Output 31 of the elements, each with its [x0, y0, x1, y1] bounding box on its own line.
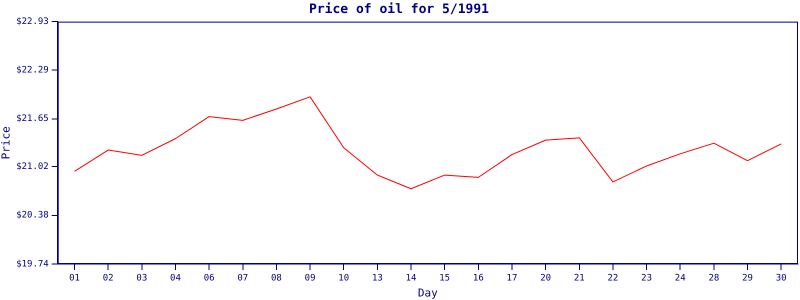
chart-title: Price of oil for 5/1991 [308, 2, 490, 18]
x-tick-label: 22 [608, 274, 618, 284]
x-tick-label: 16 [472, 274, 484, 284]
x-tick-label: 24 [674, 274, 686, 284]
x-tick-label: 04 [170, 274, 181, 284]
y-tick-label: $19.74 [16, 259, 49, 270]
x-tick-label: 15 [439, 274, 450, 284]
x-tick-label: 20 [540, 274, 552, 284]
x-tick-label: 01 [69, 274, 80, 284]
y-tick-label: $21.02 [16, 162, 49, 172]
x-tick-label: 09 [304, 274, 316, 284]
x-tick-label: 30 [776, 274, 787, 284]
x-tick-label: 02 [102, 274, 114, 284]
y-tick-label: $22.93 [16, 16, 49, 27]
x-tick-label: 03 [136, 274, 148, 284]
x-tick-label: 06 [204, 274, 215, 284]
x-tick-label: 23 [641, 274, 652, 284]
y-tick-label: $20.38 [16, 210, 49, 221]
y-tick-label: $22.29 [16, 66, 49, 76]
y-tick-label: $21.65 [16, 114, 49, 124]
x-tick-label: 17 [506, 274, 518, 284]
x-tick-label: 14 [406, 274, 416, 284]
x-tick-label: 10 [338, 274, 350, 284]
x-tick-label: 08 [271, 274, 282, 284]
x-tick-label: 28 [708, 274, 720, 284]
y-axis-title: Price [0, 126, 12, 160]
x-tick-label: 07 [237, 274, 248, 284]
x-tick-label: 13 [372, 274, 383, 284]
x-tick-label: 21 [574, 274, 585, 284]
x-tick-label: 29 [742, 274, 753, 284]
x-axis-title: Day [418, 286, 438, 300]
